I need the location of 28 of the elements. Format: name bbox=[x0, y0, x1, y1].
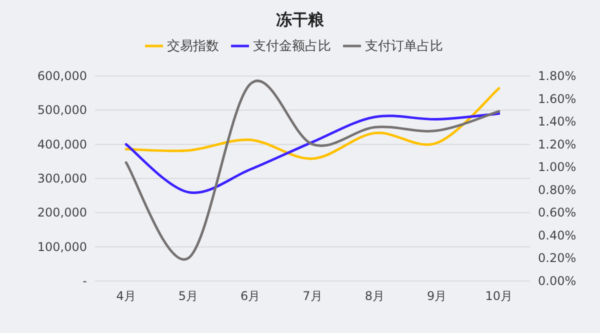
y2-tick-label: 1.20% bbox=[538, 137, 576, 152]
x-tick-label: 6月 bbox=[240, 289, 260, 303]
legend-label: 支付金额占比 bbox=[253, 39, 331, 54]
x-tick-label: 8月 bbox=[364, 289, 384, 303]
y2-tick-label: 0.60% bbox=[538, 206, 576, 220]
y-tick-label: 600,000 bbox=[37, 69, 87, 83]
legend-label: 交易指数 bbox=[167, 38, 219, 54]
x-tick-label: 10月 bbox=[485, 289, 513, 303]
x-tick-label: 9月 bbox=[426, 289, 447, 303]
y-tick-label: 400,000 bbox=[37, 137, 87, 152]
legend-label: 支付订单占比 bbox=[365, 39, 443, 54]
y-tick-label: - bbox=[82, 274, 87, 288]
y-tick-label: 500,000 bbox=[37, 103, 87, 118]
y-tick-label: 300,000 bbox=[37, 172, 87, 186]
x-tick-label: 4月 bbox=[116, 289, 136, 303]
y-tick-label: 200,000 bbox=[37, 206, 87, 220]
y2-tick-label: 0.00% bbox=[538, 274, 576, 288]
y2-tick-label: 1.60% bbox=[538, 92, 576, 106]
chart-title: 冻干粮 bbox=[276, 10, 325, 29]
y2-tick-label: 0.40% bbox=[538, 228, 576, 242]
y2-tick-label: 1.80% bbox=[538, 69, 576, 83]
x-tick-label: 5月 bbox=[178, 289, 198, 303]
y-tick-label: 100,000 bbox=[37, 240, 87, 254]
x-tick-label: 7月 bbox=[302, 289, 322, 303]
y2-tick-label: 0.20% bbox=[538, 251, 576, 266]
y2-tick-label: 0.80% bbox=[538, 182, 576, 197]
y2-tick-label: 1.40% bbox=[538, 114, 576, 129]
y2-tick-label: 1.00% bbox=[538, 160, 576, 174]
